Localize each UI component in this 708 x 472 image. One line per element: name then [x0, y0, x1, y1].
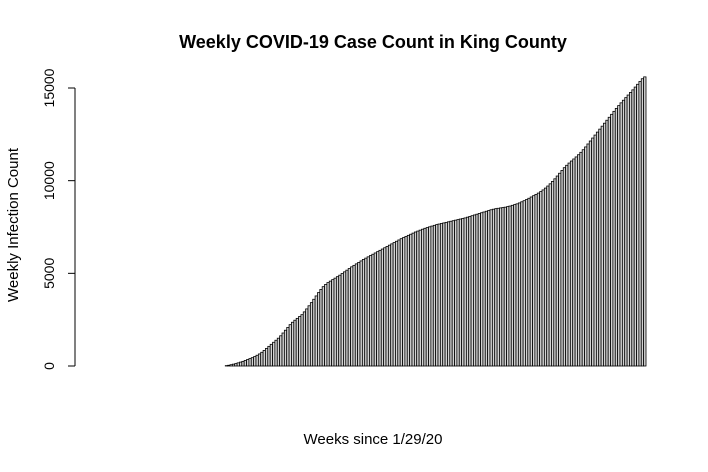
y-tick-label: 0: [41, 362, 57, 370]
y-tick-label: 5000: [41, 258, 57, 289]
y-axis-label: Weekly Infection Count: [5, 147, 22, 302]
bar-series: [225, 77, 646, 366]
bar: [644, 77, 646, 366]
y-tick-label: 15000: [41, 68, 57, 107]
y-tick-label: 10000: [41, 161, 57, 200]
y-axis: 0 5000 10000 15000: [41, 68, 75, 370]
chart-title: Weekly COVID-19 Case Count in King Count…: [179, 32, 567, 52]
x-axis-label: Weeks since 1/29/20: [304, 431, 443, 448]
